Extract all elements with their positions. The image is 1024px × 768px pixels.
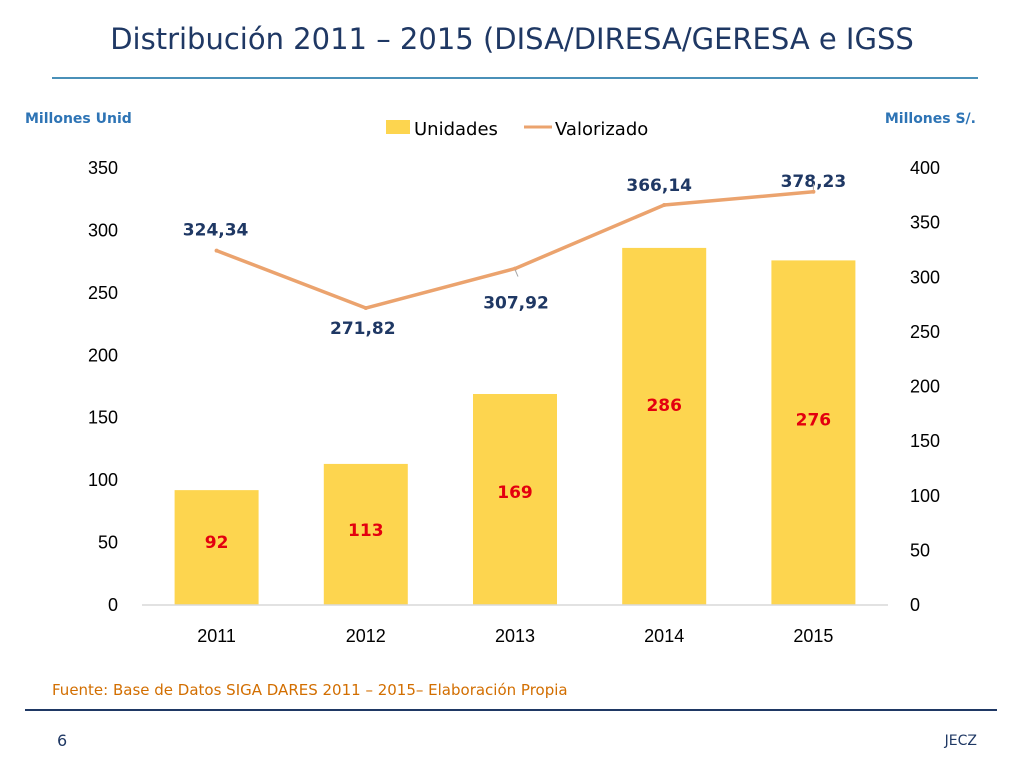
y-left-tick: 150 xyxy=(88,408,118,428)
y-right-tick: 250 xyxy=(910,322,940,342)
x-tick-2014: 2014 xyxy=(644,626,684,646)
bar-data-label: 169 xyxy=(497,483,533,503)
valorizado-point-2012 xyxy=(363,306,368,311)
line-data-label: 307,92 xyxy=(483,294,549,314)
y-right-tick: 400 xyxy=(910,158,940,178)
author-initials: JECZ xyxy=(944,733,977,749)
y-left-tick: 100 xyxy=(88,470,118,490)
y-right-tick: 350 xyxy=(910,213,940,233)
line-data-label: 271,82 xyxy=(330,319,396,339)
bar-2012 xyxy=(323,463,408,605)
source-note: Fuente: Base de Datos SIGA DARES 2011 – … xyxy=(52,681,568,699)
valorizado-point-2013 xyxy=(513,266,517,271)
y-left-tick: 50 xyxy=(98,533,118,553)
page-number: 6 xyxy=(57,731,68,750)
legend-label-valorizado: Valorizado xyxy=(555,119,648,140)
x-tick-2015: 2015 xyxy=(793,626,833,646)
line-data-label: 378,23 xyxy=(781,172,847,192)
leader-line xyxy=(514,269,519,277)
chart-legend: Unidades Valorizado xyxy=(386,119,648,140)
bar-2015 xyxy=(771,260,856,605)
slide-title: Distribución 2011 – 2015 (DISA/DIRESA/GE… xyxy=(110,22,914,56)
x-tick-2012: 2012 xyxy=(346,626,386,646)
y-right-tick: 50 xyxy=(910,540,930,560)
x-tick-2013: 2013 xyxy=(495,626,535,646)
valorizado-point-2014 xyxy=(662,202,667,207)
legend-label-unidades: Unidades xyxy=(414,119,498,140)
valorizado-point-2015 xyxy=(811,189,816,194)
y-right-tick: 150 xyxy=(910,431,940,451)
footer-divider xyxy=(25,709,997,711)
bar-data-label: 92 xyxy=(205,533,229,553)
legend-swatch-unidades xyxy=(386,120,410,134)
x-tick-2011: 2011 xyxy=(197,626,236,646)
y-left-tick: 200 xyxy=(88,345,118,365)
bar-2013 xyxy=(473,393,557,605)
right-axis-title: Millones S/. xyxy=(884,111,976,127)
bar-data-label: 276 xyxy=(796,410,832,430)
valorizado-point-2011 xyxy=(214,248,219,253)
y-right-tick: 200 xyxy=(910,377,940,397)
line-data-label: 324,34 xyxy=(183,221,249,241)
title-divider xyxy=(52,77,978,79)
bar-2014 xyxy=(622,247,707,605)
bar-data-label: 113 xyxy=(348,521,384,541)
y-left-tick: 300 xyxy=(88,220,118,240)
line-data-label: 366,14 xyxy=(626,176,692,196)
left-axis-title: Millones Unid xyxy=(25,111,132,127)
y-left-tick: 0 xyxy=(108,595,118,615)
y-right-tick: 300 xyxy=(910,267,940,287)
bar-2011 xyxy=(174,490,259,605)
valorizado-line xyxy=(214,190,816,310)
y-left-tick: 350 xyxy=(88,158,118,178)
y-right-tick: 0 xyxy=(910,595,920,615)
bar-data-label: 286 xyxy=(646,396,682,416)
y-right-tick: 100 xyxy=(910,486,940,506)
y-left-tick: 250 xyxy=(88,283,118,303)
